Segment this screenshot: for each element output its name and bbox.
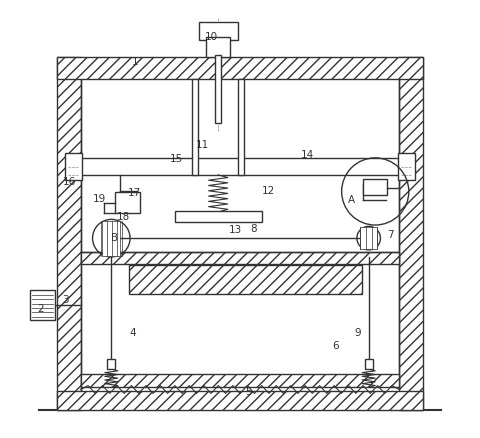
FancyBboxPatch shape xyxy=(398,154,415,181)
FancyBboxPatch shape xyxy=(206,39,230,58)
FancyBboxPatch shape xyxy=(102,221,120,256)
FancyBboxPatch shape xyxy=(129,265,362,294)
FancyBboxPatch shape xyxy=(365,360,372,369)
Text: 5: 5 xyxy=(245,386,252,396)
Text: 14: 14 xyxy=(301,150,314,159)
Text: 2: 2 xyxy=(37,303,44,313)
Text: 13: 13 xyxy=(229,225,242,235)
Text: 16: 16 xyxy=(62,177,76,187)
FancyBboxPatch shape xyxy=(175,212,262,223)
FancyBboxPatch shape xyxy=(30,290,55,320)
FancyBboxPatch shape xyxy=(399,58,423,410)
FancyBboxPatch shape xyxy=(57,391,423,410)
Text: A: A xyxy=(348,194,355,205)
FancyBboxPatch shape xyxy=(108,360,115,369)
FancyBboxPatch shape xyxy=(192,80,198,176)
FancyBboxPatch shape xyxy=(81,374,399,388)
Text: 12: 12 xyxy=(262,186,275,196)
FancyBboxPatch shape xyxy=(57,58,423,80)
FancyBboxPatch shape xyxy=(115,192,140,213)
Text: 11: 11 xyxy=(196,140,210,150)
Text: 17: 17 xyxy=(128,188,141,198)
Text: 3: 3 xyxy=(62,294,69,304)
FancyBboxPatch shape xyxy=(81,159,399,176)
FancyBboxPatch shape xyxy=(65,154,82,181)
Text: 19: 19 xyxy=(93,193,106,203)
FancyBboxPatch shape xyxy=(81,253,399,265)
Text: 6: 6 xyxy=(333,340,339,350)
FancyBboxPatch shape xyxy=(199,23,238,41)
FancyBboxPatch shape xyxy=(57,58,81,410)
FancyBboxPatch shape xyxy=(215,56,221,123)
Text: 15: 15 xyxy=(170,154,183,164)
Text: 10: 10 xyxy=(205,32,218,42)
Text: 8: 8 xyxy=(250,223,256,233)
Text: 18: 18 xyxy=(117,212,130,222)
Text: 1: 1 xyxy=(132,57,139,67)
FancyBboxPatch shape xyxy=(363,180,387,196)
FancyBboxPatch shape xyxy=(360,228,377,250)
Text: B: B xyxy=(111,233,118,243)
Text: 4: 4 xyxy=(130,327,136,337)
Text: 7: 7 xyxy=(387,229,394,239)
FancyBboxPatch shape xyxy=(238,80,244,176)
Text: 9: 9 xyxy=(354,327,361,337)
